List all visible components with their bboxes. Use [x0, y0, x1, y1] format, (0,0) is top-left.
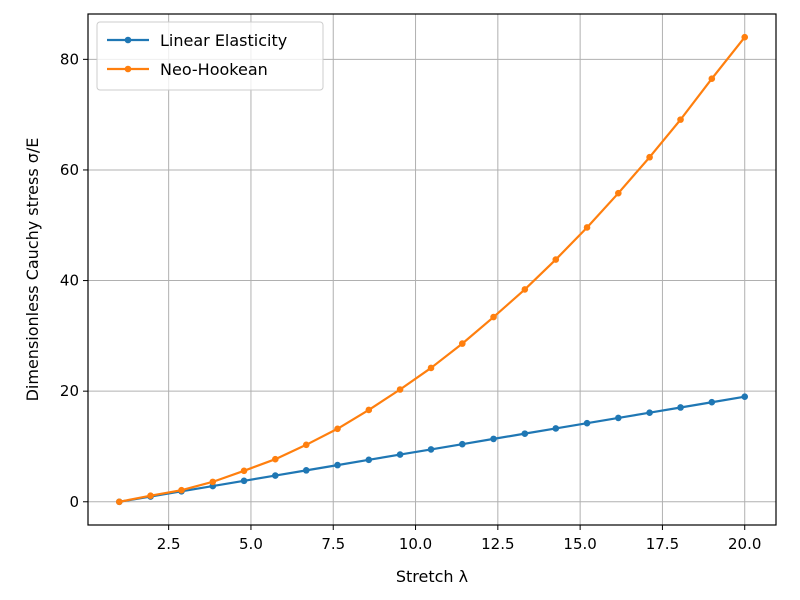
data-point	[490, 435, 497, 443]
data-point	[490, 313, 497, 321]
data-point	[272, 455, 279, 463]
data-point	[240, 467, 248, 475]
x-tick-label: 17.5	[646, 535, 679, 553]
y-tick-label: 80	[60, 50, 79, 68]
data-point	[583, 224, 591, 231]
y-axis-label: Dimensionless Cauchy stress σ/E	[23, 138, 42, 402]
data-point	[458, 340, 466, 347]
x-tick-label: 2.5	[157, 535, 181, 553]
data-point	[552, 256, 560, 263]
data-point	[615, 189, 622, 197]
grid	[88, 14, 776, 525]
y-tick-label: 20	[60, 382, 79, 400]
data-point	[741, 33, 749, 41]
x-tick-label: 5.0	[239, 535, 263, 553]
data-point	[677, 404, 684, 411]
data-point	[646, 153, 653, 161]
x-tick-label: 20.0	[728, 535, 761, 553]
x-tick-label: 12.5	[481, 535, 514, 553]
x-tick-label: 15.0	[563, 535, 596, 553]
series-2	[115, 33, 749, 506]
data-point	[615, 414, 622, 422]
data-point	[334, 461, 341, 469]
series-layer	[115, 33, 749, 506]
data-point	[115, 498, 123, 506]
y-tick-label: 40	[60, 272, 79, 290]
data-point	[334, 425, 341, 433]
y-tick-label: 60	[60, 161, 79, 179]
data-point	[147, 492, 154, 499]
legend-box	[96, 21, 324, 91]
data-point	[178, 486, 185, 494]
data-point	[427, 446, 435, 453]
ticks: 2.5 5.0 7.5 10.0 12.5 15.0 17.5 20.0 0 20 40 60 80	[60, 50, 762, 553]
data-point	[741, 393, 749, 400]
data-point	[708, 398, 716, 406]
data-point	[240, 477, 248, 485]
legend-swatch-marker	[124, 65, 132, 73]
data-point	[646, 409, 653, 416]
data-point	[272, 472, 279, 479]
legend-entries: Linear Elasticity Neo-Hookean	[107, 31, 287, 79]
data-point	[209, 478, 217, 486]
x-axis-label: Stretch λ	[396, 567, 468, 586]
legend: Linear Elasticity Neo-Hookean	[96, 21, 324, 91]
data-point	[302, 467, 310, 474]
x-tick-label: 7.5	[321, 535, 345, 553]
data-point	[677, 116, 684, 123]
data-point	[458, 440, 466, 448]
legend-label: Neo-Hookean	[160, 60, 268, 79]
data-point	[552, 425, 560, 432]
y-tick-label: 0	[69, 493, 79, 511]
data-point	[365, 456, 373, 464]
legend-entry: Neo-Hookean	[107, 60, 268, 79]
data-point	[708, 75, 716, 83]
data-point	[583, 419, 591, 427]
data-point	[365, 406, 373, 414]
data-point	[396, 386, 404, 393]
data-point	[396, 451, 404, 458]
x-tick-label: 10.0	[399, 535, 432, 553]
plot-frame	[87, 13, 777, 526]
data-point	[521, 286, 529, 293]
legend-swatch-marker	[124, 36, 132, 44]
data-point	[302, 441, 310, 449]
data-point	[427, 364, 435, 372]
legend-entry: Linear Elasticity	[107, 31, 287, 50]
legend-label: Linear Elasticity	[160, 31, 287, 50]
data-point	[521, 430, 529, 437]
